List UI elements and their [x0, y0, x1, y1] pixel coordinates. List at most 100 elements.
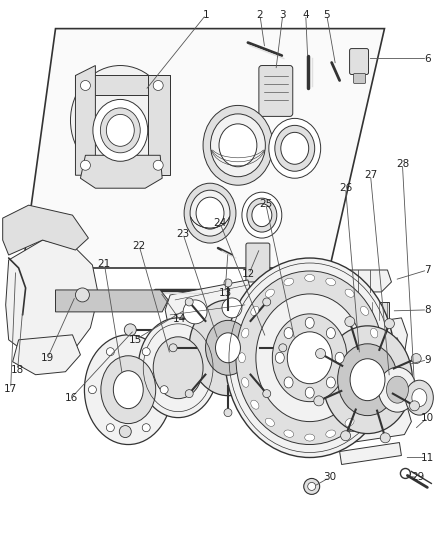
- Ellipse shape: [203, 106, 273, 185]
- Circle shape: [153, 80, 163, 91]
- Text: 29: 29: [412, 472, 425, 482]
- Circle shape: [411, 353, 421, 364]
- Circle shape: [169, 344, 177, 352]
- Ellipse shape: [225, 258, 395, 457]
- FancyBboxPatch shape: [363, 419, 372, 427]
- Ellipse shape: [101, 356, 155, 424]
- Text: 15: 15: [129, 335, 142, 345]
- Circle shape: [342, 356, 353, 368]
- Ellipse shape: [100, 108, 140, 153]
- Ellipse shape: [251, 306, 259, 316]
- Text: 30: 30: [323, 472, 336, 482]
- Ellipse shape: [242, 192, 282, 238]
- Ellipse shape: [247, 198, 277, 232]
- Ellipse shape: [305, 317, 314, 328]
- Ellipse shape: [326, 278, 336, 286]
- Ellipse shape: [238, 353, 245, 363]
- Circle shape: [314, 396, 324, 406]
- Circle shape: [263, 298, 271, 306]
- Circle shape: [106, 424, 114, 432]
- Ellipse shape: [189, 300, 267, 395]
- Ellipse shape: [256, 294, 364, 422]
- Ellipse shape: [350, 359, 385, 401]
- Circle shape: [124, 324, 136, 336]
- Circle shape: [304, 479, 320, 495]
- Text: 23: 23: [177, 229, 190, 239]
- Text: 25: 25: [259, 199, 272, 209]
- Circle shape: [341, 431, 350, 441]
- Circle shape: [142, 348, 150, 356]
- Ellipse shape: [305, 387, 314, 398]
- Text: 14: 14: [173, 314, 186, 324]
- Circle shape: [368, 342, 381, 354]
- Ellipse shape: [326, 328, 336, 338]
- Polygon shape: [3, 205, 88, 255]
- Ellipse shape: [196, 197, 224, 229]
- Ellipse shape: [284, 278, 293, 286]
- Ellipse shape: [284, 430, 293, 437]
- Ellipse shape: [153, 337, 203, 399]
- Text: 22: 22: [133, 241, 146, 251]
- Polygon shape: [339, 442, 401, 464]
- Text: 5: 5: [323, 10, 330, 20]
- Polygon shape: [75, 76, 170, 95]
- Text: 16: 16: [65, 393, 78, 402]
- Ellipse shape: [269, 118, 321, 178]
- Ellipse shape: [261, 326, 283, 354]
- Circle shape: [185, 298, 193, 306]
- Ellipse shape: [252, 204, 272, 227]
- Circle shape: [224, 279, 232, 287]
- Ellipse shape: [236, 271, 384, 445]
- Text: 21: 21: [98, 259, 111, 269]
- Text: 2: 2: [257, 10, 263, 20]
- Text: 9: 9: [424, 355, 431, 365]
- Ellipse shape: [85, 335, 172, 445]
- Circle shape: [263, 390, 271, 398]
- Circle shape: [222, 298, 242, 318]
- Text: 10: 10: [421, 413, 434, 423]
- Ellipse shape: [275, 125, 314, 171]
- Circle shape: [75, 288, 89, 302]
- FancyBboxPatch shape: [381, 416, 390, 424]
- Ellipse shape: [190, 190, 230, 236]
- Ellipse shape: [371, 328, 378, 338]
- Ellipse shape: [71, 66, 170, 175]
- Polygon shape: [13, 335, 81, 375]
- Circle shape: [119, 425, 131, 438]
- Polygon shape: [75, 66, 95, 175]
- Ellipse shape: [251, 400, 259, 409]
- Ellipse shape: [323, 326, 413, 433]
- Circle shape: [185, 390, 193, 398]
- Circle shape: [160, 386, 168, 394]
- Polygon shape: [165, 280, 252, 342]
- Circle shape: [81, 160, 90, 170]
- Ellipse shape: [406, 380, 433, 415]
- Ellipse shape: [219, 124, 257, 167]
- Circle shape: [315, 349, 325, 359]
- Ellipse shape: [360, 306, 369, 316]
- Text: 17: 17: [4, 384, 17, 394]
- Circle shape: [308, 482, 316, 490]
- Ellipse shape: [326, 430, 336, 437]
- Text: 7: 7: [424, 265, 431, 275]
- Ellipse shape: [287, 332, 332, 384]
- Text: 27: 27: [364, 170, 377, 180]
- Ellipse shape: [338, 344, 397, 416]
- Polygon shape: [81, 155, 162, 188]
- Polygon shape: [23, 29, 385, 268]
- Ellipse shape: [335, 352, 344, 364]
- Polygon shape: [332, 408, 411, 445]
- Ellipse shape: [345, 418, 354, 426]
- Ellipse shape: [281, 132, 309, 164]
- Ellipse shape: [242, 377, 249, 387]
- Ellipse shape: [184, 183, 236, 243]
- FancyBboxPatch shape: [345, 424, 355, 432]
- Text: 11: 11: [421, 453, 434, 463]
- FancyBboxPatch shape: [259, 66, 293, 116]
- Ellipse shape: [265, 332, 278, 348]
- Ellipse shape: [138, 318, 218, 417]
- Circle shape: [224, 409, 232, 417]
- Ellipse shape: [378, 367, 417, 412]
- Ellipse shape: [412, 389, 427, 407]
- Circle shape: [106, 348, 114, 356]
